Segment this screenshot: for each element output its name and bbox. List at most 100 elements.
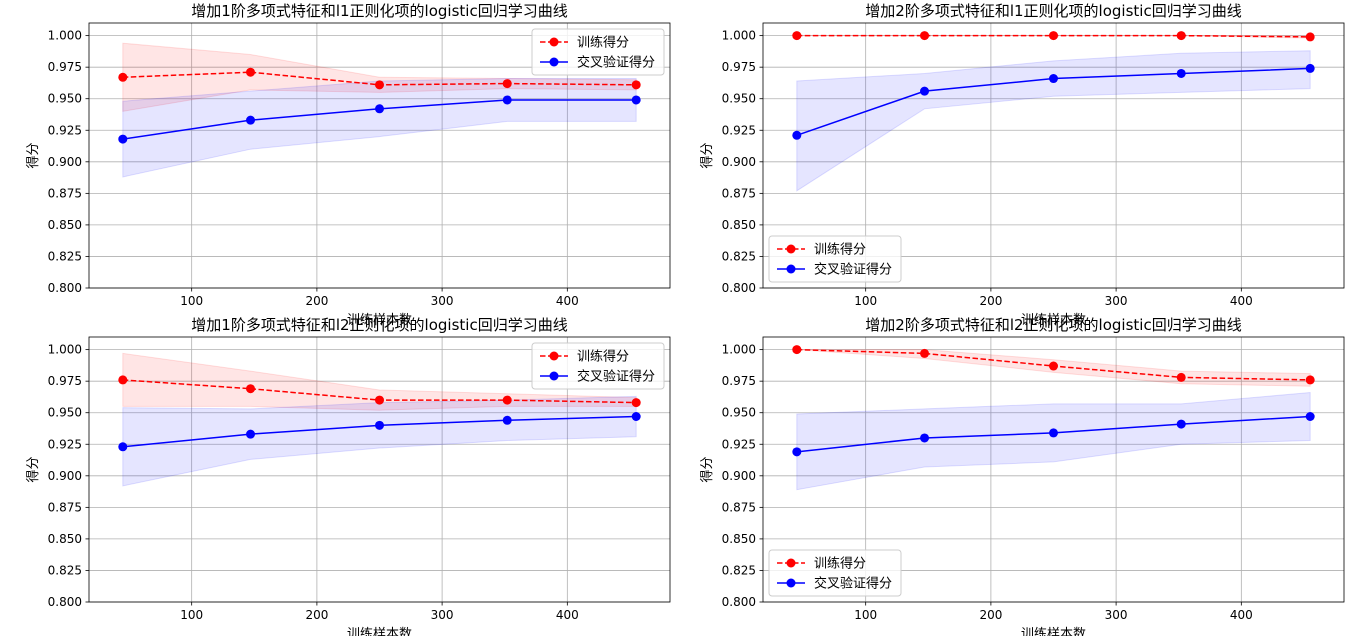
data-point-series-1 [502,79,512,89]
y-tick-label: 0.825 [48,249,82,263]
y-tick-label: 1.000 [48,29,82,43]
y-tick-label: 1.000 [48,343,82,357]
chart-panel-1: 100 200 300 400 0.800 0.825 0.850 0.875 0.900 0.9… [25,2,671,328]
legend-label-series-1: 训练得分 [814,242,866,258]
data-point-series-1 [792,31,802,41]
y-tick-label: 0.825 [722,563,756,577]
y-axis-label: 得分 [25,456,41,482]
data-point-series-2 [502,415,512,425]
data-point-series-2 [118,134,128,144]
x-tick-label: 100 [180,294,203,308]
y-tick-label: 0.825 [722,249,756,263]
data-point-series-1 [375,395,384,405]
data-point-series-2 [375,420,384,430]
data-point-series-2 [375,104,384,114]
data-point-series-2 [920,433,930,443]
legend-marker-series-2 [786,264,796,274]
legend-label-series-2: 交叉验证得分 [814,262,892,278]
data-point-series-1 [1049,361,1058,371]
x-tick-label: 400 [556,608,579,622]
legend-marker-series-1 [786,558,796,568]
x-axis-label: 训练样本数 [347,313,412,328]
y-tick-label: 0.900 [722,469,756,483]
data-point-series-2 [792,447,802,457]
data-point-series-2 [1049,428,1058,438]
data-point-series-2 [1305,63,1315,73]
data-point-series-2 [792,130,802,140]
x-tick-label: 400 [556,294,579,308]
data-point-series-1 [1305,375,1315,385]
data-point-series-1 [920,31,930,41]
axes-frame [762,22,1345,289]
y-tick-label: 0.925 [48,437,82,451]
data-point-series-1 [631,398,641,408]
y-tick-label: 0.975 [48,374,82,388]
data-point-series-1 [246,67,256,77]
chart-title: 增加1阶多项式特征和l2正则化项的logistic回归学习曲线 [191,316,567,334]
y-tick-label: 1.000 [722,29,756,43]
data-point-series-2 [502,95,512,105]
y-axis-label: 得分 [25,142,41,168]
y-tick-label: 0.925 [722,123,756,137]
x-axis-label: 训练样本数 [1021,627,1086,636]
y-tick-label: 0.850 [722,532,756,546]
legend-label-series-2: 交叉验证得分 [814,576,892,592]
data-point-series-2 [631,412,641,421]
data-point-series-1 [118,375,128,385]
data-point-series-1 [1176,31,1186,41]
chart-panel-2: 100 200 300 400 0.800 0.825 0.850 0.875 0.900 0.9… [699,2,1345,328]
legend-marker-series-1 [786,244,796,254]
x-tick-label: 300 [431,608,454,622]
x-tick-label: 300 [431,294,454,308]
data-point-series-1 [1049,31,1058,41]
y-tick-label: 0.950 [48,92,82,106]
data-point-series-1 [792,345,802,355]
y-tick-label: 0.800 [722,281,756,295]
data-point-series-1 [375,80,384,90]
legend-frame [768,235,902,283]
y-tick-label: 0.950 [48,406,82,420]
y-tick-label: 0.975 [722,374,756,388]
data-point-series-2 [920,86,930,96]
legend-label-series-1: 训练得分 [577,349,629,365]
y-tick-label: 0.925 [48,123,82,137]
y-tick-label: 0.850 [48,218,82,232]
x-tick-label: 200 [979,608,1002,622]
y-tick-label: 0.850 [48,532,82,546]
x-tick-label: 100 [180,608,203,622]
legend-label-series-2: 交叉验证得分 [577,369,655,385]
y-tick-label: 0.800 [722,595,756,609]
data-point-series-1 [1305,32,1315,42]
y-axis-label: 得分 [699,456,715,482]
x-tick-label: 400 [1230,294,1253,308]
chart-title: 增加2阶多项式特征和l1正则化项的logistic回归学习曲线 [865,2,1241,20]
x-axis-label: 训练样本数 [1021,313,1086,328]
x-tick-label: 300 [1105,608,1128,622]
data-point-series-2 [631,95,641,105]
axes-frame [88,22,671,289]
x-tick-label: 100 [854,294,877,308]
y-tick-label: 0.950 [722,406,756,420]
data-point-series-1 [118,72,128,82]
y-tick-label: 0.800 [48,281,82,295]
y-tick-label: 0.875 [722,500,756,514]
data-point-series-2 [246,429,256,439]
y-tick-label: 0.875 [48,500,82,514]
y-tick-label: 0.850 [722,218,756,232]
y-tick-label: 0.900 [722,155,756,169]
legend-marker-series-1 [549,351,559,361]
chart-title: 增加2阶多项式特征和l2正则化项的logistic回归学习曲线 [865,316,1241,334]
y-tick-label: 1.000 [722,343,756,357]
legend-frame [531,342,665,390]
confidence-band-series-1 [122,42,637,112]
data-point-series-1 [502,395,512,405]
axes-frame [762,336,1345,603]
data-point-series-2 [246,115,256,125]
y-tick-label: 0.925 [722,437,756,451]
y-axis-label: 得分 [699,142,715,168]
legend-frame [768,549,902,597]
y-tick-label: 0.900 [48,469,82,483]
legend-label-series-1: 训练得分 [814,556,866,572]
